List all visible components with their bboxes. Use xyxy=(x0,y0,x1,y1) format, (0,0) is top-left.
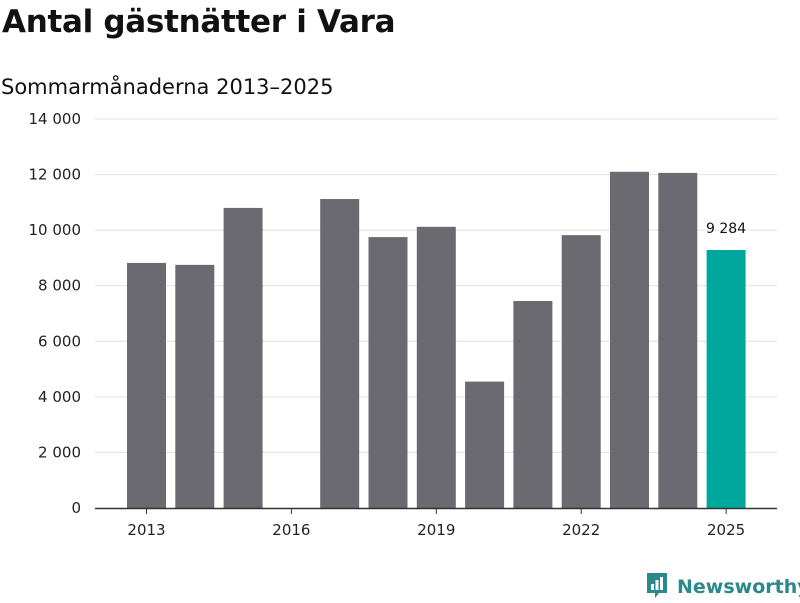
newsworthy-logo: Newsworthy xyxy=(645,571,800,603)
x-tick-label: 2013 xyxy=(127,521,165,539)
brand-name: Newsworthy xyxy=(677,576,800,598)
bar-highlight xyxy=(706,250,746,509)
bar xyxy=(416,226,456,508)
bar xyxy=(223,207,263,508)
y-tick-label: 4 000 xyxy=(38,388,81,406)
chart-subtitle: Sommarmånaderna 2013–2025 xyxy=(1,75,334,99)
y-tick-label: 6 000 xyxy=(38,332,81,350)
chart-title: Antal gästnätter i Vara xyxy=(2,4,396,40)
x-tick-label: 2025 xyxy=(707,521,745,539)
y-tick-label: 0 xyxy=(71,499,81,517)
y-tick-label: 12 000 xyxy=(29,166,82,184)
y-axis-ticks: 0 2 000 4 000 6 000 8 000 10 000 12 000 14 000 xyxy=(29,110,82,517)
bar xyxy=(368,237,408,508)
value-labels: 9 284 xyxy=(706,221,746,237)
bar xyxy=(561,235,601,508)
bar xyxy=(175,264,215,508)
newsworthy-logo-icon xyxy=(645,571,669,603)
x-tick-label: 2016 xyxy=(272,521,310,539)
bar xyxy=(513,300,553,508)
bar xyxy=(658,172,698,508)
bar xyxy=(465,381,505,508)
y-tick-label: 2 000 xyxy=(38,443,81,461)
bar xyxy=(610,171,649,509)
x-axis: 2013 2016 2019 2022 2025 xyxy=(95,507,777,539)
y-tick-label: 8 000 xyxy=(38,277,81,295)
y-tick-label: 10 000 xyxy=(29,221,82,239)
bar xyxy=(127,262,166,508)
x-tick-label: 2022 xyxy=(562,521,600,539)
bar-value-label: 9 284 xyxy=(706,221,746,237)
x-tick-label: 2019 xyxy=(417,521,455,539)
bar xyxy=(320,199,360,508)
y-tick-label: 14 000 xyxy=(29,110,82,128)
bars xyxy=(127,171,746,509)
